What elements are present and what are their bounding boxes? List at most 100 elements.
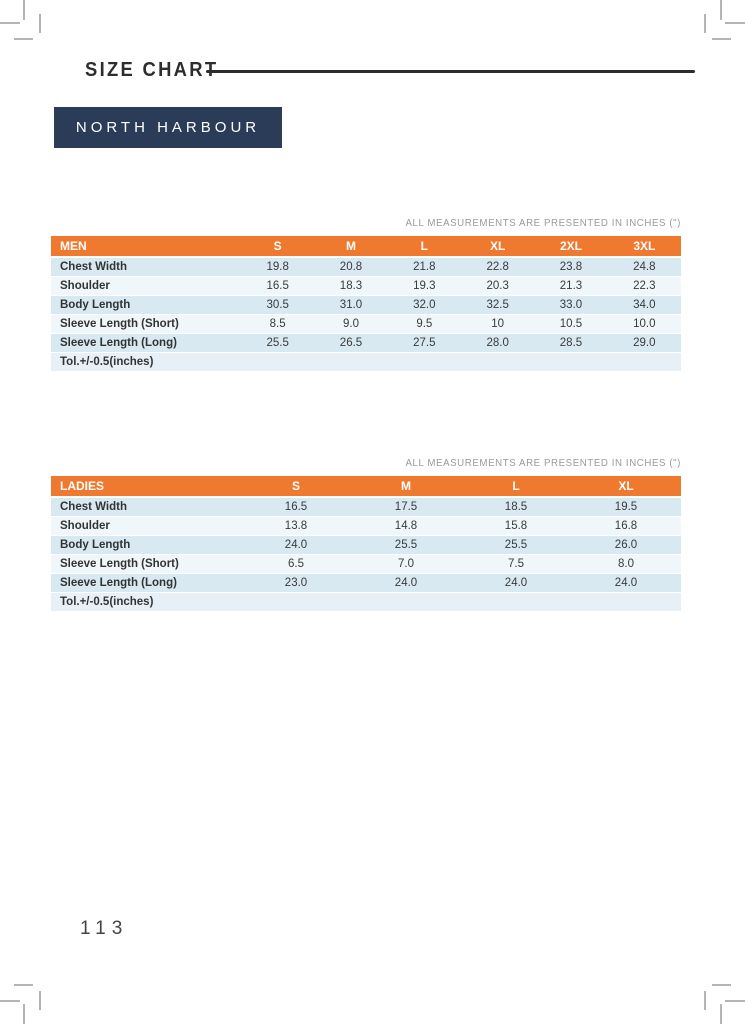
row-label: Body Length [51, 295, 241, 315]
measurement-value: 7.0 [351, 554, 461, 574]
measurement-value: 25.5 [241, 333, 315, 353]
measurement-value [534, 352, 608, 372]
row-label: Chest Width [51, 257, 241, 277]
table-row: Sleeve Length (Long) 23.0 24.0 24.0 24.0 [51, 573, 681, 593]
table-row: Body Length 30.5 31.0 32.0 32.5 33.0 34.0 [51, 295, 681, 315]
measurement-value: 18.5 [461, 497, 571, 517]
measurement-value: 21.8 [387, 257, 461, 277]
measurement-value: 23.0 [241, 573, 351, 593]
header-row: MEN S M L XL 2XL 3XL [51, 236, 681, 258]
measurement-value: 28.0 [460, 333, 535, 353]
row-label: Shoulder [51, 516, 241, 536]
measurement-value: 29.0 [607, 333, 681, 353]
measurement-value: 22.3 [607, 276, 681, 296]
measurement-value: 32.0 [387, 295, 461, 315]
crop-mark-top-right [699, 0, 745, 46]
table-row: Sleeve Length (Short) 8.5 9.0 9.5 10 10.5 10.0 [51, 314, 681, 334]
measurement-value: 20.8 [314, 257, 388, 277]
measurement-value: 24.0 [351, 573, 461, 593]
table-row: Chest Width 19.8 20.8 21.8 22.8 23.8 24.8 [51, 257, 681, 277]
table-row: Shoulder 13.8 14.8 15.8 16.8 [51, 516, 681, 536]
measurement-value: 26.5 [314, 333, 388, 353]
measurement-value: 24.0 [461, 573, 571, 593]
measurement-value [461, 592, 571, 612]
crop-mark-top-left [0, 0, 46, 46]
measurement-value: 20.3 [460, 276, 535, 296]
row-label: Shoulder [51, 276, 241, 296]
measurement-value: 25.5 [461, 535, 571, 555]
title-rule [206, 70, 695, 73]
size-column-header: XL [460, 236, 535, 258]
measurement-value: 22.8 [460, 257, 535, 277]
measurement-value: 32.5 [460, 295, 535, 315]
size-table-ladies: LADIES S M L XL Chest Width 16.5 17.5 18.5 19.5 S… [51, 476, 681, 612]
measurement-value [571, 592, 681, 612]
measurement-value: 18.3 [314, 276, 388, 296]
size-column-header: M [351, 476, 461, 498]
page-number: 113 [80, 918, 129, 939]
measurement-value [314, 352, 388, 372]
measurement-value: 16.5 [241, 497, 351, 517]
measurement-value: 27.5 [387, 333, 461, 353]
size-column-header: L [461, 476, 571, 498]
size-column-header: XL [571, 476, 681, 498]
measurement-note-ladies: ALL MEASUREMENTS ARE PRESENTED IN INCHES… [405, 458, 681, 469]
size-column-header: M [314, 236, 388, 258]
measurement-value: 19.8 [241, 257, 315, 277]
size-column-header: L [387, 236, 461, 258]
measurement-value: 31.0 [314, 295, 388, 315]
table-row: Shoulder 16.5 18.3 19.3 20.3 21.3 22.3 [51, 276, 681, 296]
measurement-value: 16.8 [571, 516, 681, 536]
size-column-header: S [241, 476, 351, 498]
measurement-value: 26.0 [571, 535, 681, 555]
table-row: Body Length 24.0 25.5 25.5 26.0 [51, 535, 681, 555]
row-label: Chest Width [51, 497, 241, 517]
row-label: Sleeve Length (Short) [51, 554, 241, 574]
measurement-value: 19.5 [571, 497, 681, 517]
measurement-value: 21.3 [534, 276, 608, 296]
measurement-value: 14.8 [351, 516, 461, 536]
measurement-value: 10 [460, 314, 535, 334]
measurement-value: 13.8 [241, 516, 351, 536]
size-table-men: MEN S M L XL 2XL 3XL Chest Width 19.8 20.8 21.8 22… [51, 236, 681, 372]
crop-mark-bottom-left [0, 978, 46, 1024]
row-label: Sleeve Length (Long) [51, 333, 241, 353]
table-row: Chest Width 16.5 17.5 18.5 19.5 [51, 497, 681, 517]
size-column-header: 3XL [607, 236, 681, 258]
measurement-value: 24.8 [607, 257, 681, 277]
table-row: Sleeve Length (Long) 25.5 26.5 27.5 28.0 28.5… [51, 333, 681, 353]
measurement-value: 9.5 [387, 314, 461, 334]
row-label: Sleeve Length (Short) [51, 314, 241, 334]
measurement-value: 6.5 [241, 554, 351, 574]
measurement-value: 19.3 [387, 276, 461, 296]
measurement-value [460, 352, 535, 372]
measurement-value: 7.5 [461, 554, 571, 574]
measurement-value: 25.5 [351, 535, 461, 555]
measurement-value [607, 352, 681, 372]
brand-name: NORTH HARBOUR [75, 119, 261, 136]
measurement-value: 10.5 [534, 314, 608, 334]
measurement-value: 34.0 [607, 295, 681, 315]
measurement-value: 33.0 [534, 295, 608, 315]
measurement-note-men: ALL MEASUREMENTS ARE PRESENTED IN INCHES… [405, 218, 681, 229]
brand-logo: NORTH HARBOUR [54, 107, 282, 148]
table-row: Tol.+/-0.5(inches) [51, 352, 681, 372]
measurement-value: 8.5 [241, 314, 315, 334]
table-title-cell: MEN [51, 236, 241, 258]
measurement-value: 15.8 [461, 516, 571, 536]
crop-mark-bottom-right [699, 978, 745, 1024]
measurement-value: 8.0 [571, 554, 681, 574]
measurement-value: 10.0 [607, 314, 681, 334]
measurement-value [241, 352, 315, 372]
table-row: Tol.+/-0.5(inches) [51, 592, 681, 612]
measurement-value: 24.0 [241, 535, 351, 555]
measurement-value: 28.5 [534, 333, 608, 353]
table-row: Sleeve Length (Short) 6.5 7.0 7.5 8.0 [51, 554, 681, 574]
measurement-value: 17.5 [351, 497, 461, 517]
header-row: LADIES S M L XL [51, 476, 681, 498]
measurement-value: 16.5 [241, 276, 315, 296]
measurement-value: 9.0 [314, 314, 388, 334]
size-column-header: S [241, 236, 315, 258]
row-label: Tol.+/-0.5(inches) [51, 352, 241, 372]
